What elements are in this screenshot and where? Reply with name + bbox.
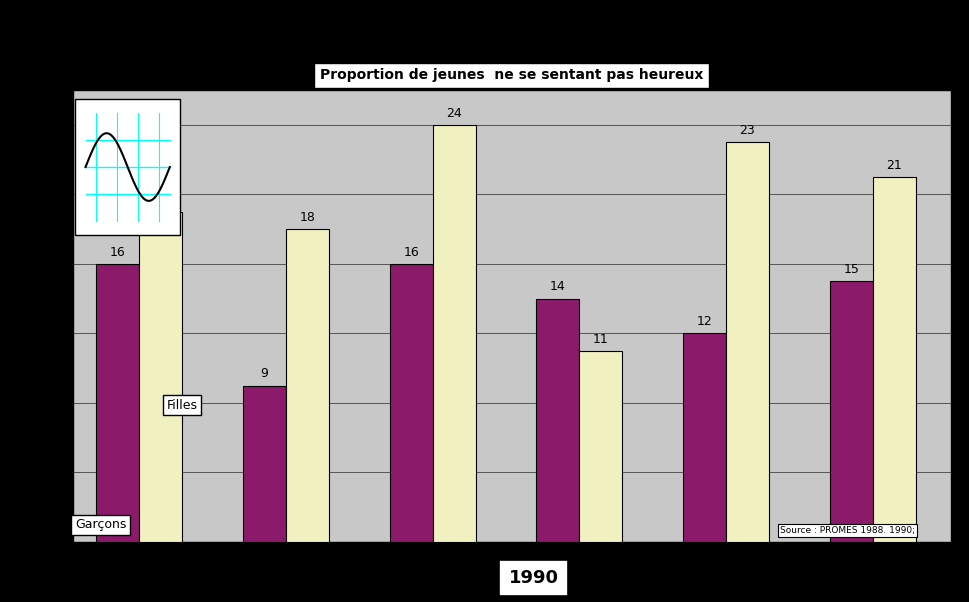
Text: 18: 18: [299, 211, 315, 224]
Text: 15: 15: [842, 263, 859, 276]
Bar: [140, 212, 182, 542]
Text: Source : PROMES 1988. 1990;: Source : PROMES 1988. 1990;: [779, 526, 915, 535]
Text: 19: 19: [153, 194, 169, 206]
Bar: [432, 125, 475, 542]
Title: Proportion de jeunes  ne se sentant pas heureux: Proportion de jeunes ne se sentant pas h…: [320, 68, 703, 82]
Bar: [829, 281, 872, 542]
Bar: [243, 385, 286, 542]
Text: Filles: Filles: [167, 399, 198, 412]
Text: 1990: 1990: [508, 569, 558, 587]
Bar: [390, 264, 432, 542]
Bar: [536, 299, 578, 542]
Text: 16: 16: [403, 246, 419, 259]
Text: 21: 21: [886, 159, 901, 172]
Bar: [75, 99, 180, 235]
Text: 9: 9: [261, 367, 268, 380]
Text: 11: 11: [592, 332, 609, 346]
Text: 16: 16: [109, 246, 126, 259]
Bar: [578, 351, 621, 542]
Bar: [96, 264, 140, 542]
Bar: [286, 229, 328, 542]
Text: 14: 14: [549, 281, 565, 293]
Bar: [872, 177, 915, 542]
Bar: [682, 334, 726, 542]
Text: 24: 24: [446, 107, 461, 120]
Text: 12: 12: [696, 315, 712, 328]
Bar: [726, 143, 768, 542]
Text: Garçons: Garçons: [75, 518, 126, 532]
Text: 23: 23: [738, 124, 755, 137]
